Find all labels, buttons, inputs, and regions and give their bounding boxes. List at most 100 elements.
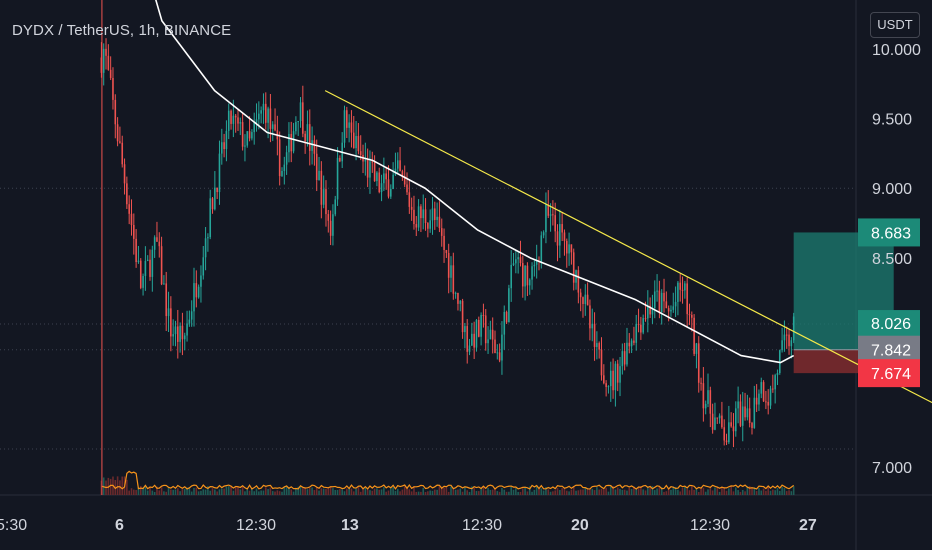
volume-bar (135, 490, 137, 495)
volume-bar (174, 489, 177, 495)
candle-body (686, 283, 688, 315)
candle-body (318, 170, 320, 181)
volume-bar (403, 486, 406, 495)
candle-body (218, 153, 221, 193)
candle-body (496, 352, 499, 354)
candle-body (665, 301, 668, 309)
volume-bar (746, 486, 749, 495)
candle-body (607, 386, 610, 388)
volume-bar (482, 486, 485, 495)
candle-body (292, 131, 295, 152)
candle-body (658, 290, 661, 312)
trendline-drawing[interactable] (324, 90, 932, 454)
volume-bar (292, 491, 295, 495)
volume-bar (204, 489, 207, 495)
candle-body (586, 294, 589, 306)
candle-body (163, 283, 165, 285)
candle-body (702, 383, 705, 409)
candle-body (415, 224, 418, 228)
candle-body (278, 139, 281, 177)
candle-body (200, 275, 202, 287)
volume-bar (605, 487, 607, 495)
volume-bar (227, 486, 230, 495)
time-tick-label: 12:30 (462, 517, 502, 534)
price-axis[interactable]: 10.000 9.500 9.000 8.500 7.000 (872, 42, 921, 477)
candle-body (561, 224, 563, 233)
candle-body (482, 314, 485, 316)
volume-bar (471, 486, 473, 495)
price-badge-label: 7.842 (871, 343, 911, 360)
volume-bar (533, 489, 536, 495)
candle-body (114, 99, 117, 125)
volume-bar (792, 486, 795, 495)
candle-body (450, 265, 452, 278)
volume-bar (552, 491, 554, 495)
volume-bar (193, 487, 195, 495)
candle-body (220, 142, 223, 154)
volume-bar (755, 491, 758, 495)
volume-bar (732, 491, 735, 495)
volume-bar (137, 487, 140, 495)
candle-body (487, 339, 489, 344)
candle-body (491, 329, 494, 340)
volume-bar (269, 487, 272, 495)
candle-body (542, 232, 545, 236)
volume-bar (637, 487, 640, 495)
candle-body (445, 250, 448, 254)
volume-bar (614, 489, 617, 495)
volume-bar (153, 491, 156, 495)
candle-body (783, 334, 786, 341)
volume-bar (369, 490, 371, 495)
time-axis[interactable]: 5:30 6 12:30 13 12:30 20 12:30 27 (0, 517, 817, 534)
volume-bar (260, 490, 262, 495)
volume-bar (327, 487, 330, 495)
candle-body (241, 122, 244, 147)
candle-body (343, 110, 346, 143)
candle-body (556, 231, 559, 246)
volume-bar (487, 487, 489, 495)
candle-body (533, 264, 536, 267)
candle-body (559, 224, 561, 246)
candle-body (549, 214, 552, 216)
price-badge-entry (858, 335, 920, 364)
candle-body (251, 132, 253, 139)
candle-body (422, 209, 425, 219)
volume-bar (142, 488, 144, 495)
candle-body (308, 124, 311, 151)
candle-body (647, 305, 649, 319)
candle-body (225, 130, 228, 150)
candle-body (626, 342, 628, 365)
volume-bar (526, 491, 529, 495)
volume-bar (684, 486, 686, 495)
volume-bar (600, 488, 603, 495)
volume-average-line (101, 470, 795, 490)
candle-body (297, 121, 299, 123)
candle-body (714, 417, 716, 430)
candle-body (167, 308, 170, 317)
volume-bar (406, 486, 408, 495)
volume-bar (167, 487, 170, 495)
volume-bar (628, 487, 631, 495)
volume-bar (714, 487, 716, 495)
candle-body (531, 266, 533, 280)
volume-bar (251, 488, 253, 495)
volume-bar (688, 490, 691, 495)
candle-body (355, 136, 357, 149)
volume-bar (383, 487, 385, 495)
candle-body (223, 142, 225, 150)
currency-button[interactable]: USDT (870, 12, 920, 38)
volume-bar (399, 491, 401, 495)
candle-body (255, 119, 258, 123)
candle-body (123, 164, 126, 184)
price-badge-target (858, 218, 920, 247)
candle-body (577, 270, 580, 293)
candle-body (728, 422, 730, 443)
candle-body (563, 232, 566, 241)
candle-body (767, 401, 770, 406)
volume-bar (741, 490, 744, 495)
volume-bar (195, 487, 198, 495)
volume-bar (556, 488, 559, 495)
candle-body (107, 55, 110, 70)
